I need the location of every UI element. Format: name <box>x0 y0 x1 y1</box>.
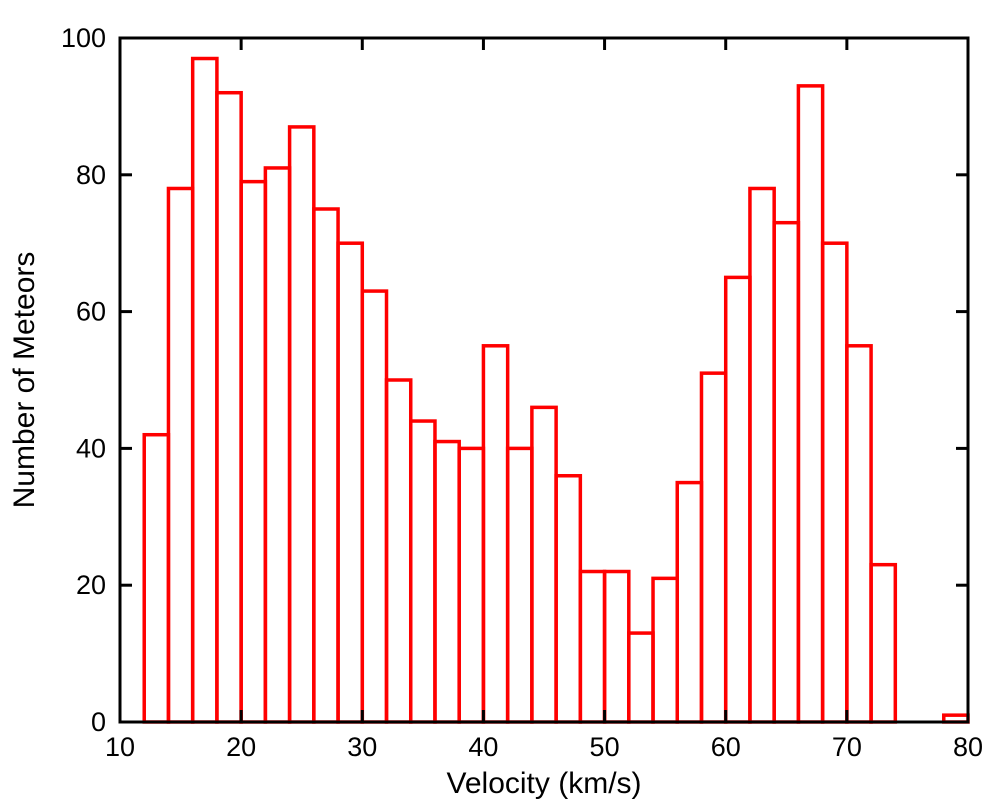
y-tick-label: 80 <box>76 160 106 190</box>
plot-frame <box>118 36 970 724</box>
x-tick-label: 50 <box>590 732 620 762</box>
histogram-bars <box>142 56 970 724</box>
histogram-bar <box>651 576 680 724</box>
histogram-bar <box>748 186 776 724</box>
histogram-bar <box>627 631 655 724</box>
histogram-bar <box>796 84 825 724</box>
histogram-bar <box>360 289 389 724</box>
histogram-bar <box>820 241 849 724</box>
histogram-bar <box>699 371 728 724</box>
histogram-bar <box>190 56 219 724</box>
histogram-bar <box>530 405 558 724</box>
y-tick-label: 100 <box>61 23 106 53</box>
histogram-bar <box>845 344 873 724</box>
histogram-bar <box>287 125 316 724</box>
histogram-bar <box>457 446 486 724</box>
x-tick-label: 20 <box>226 732 256 762</box>
histogram-bar <box>505 446 534 724</box>
y-axis-label: Number of Meteors <box>8 252 41 509</box>
histogram-bar <box>602 569 631 724</box>
y-tick-label: 20 <box>76 570 106 600</box>
histogram-bar <box>142 432 171 724</box>
x-tick-label: 30 <box>347 732 377 762</box>
x-tick-label: 40 <box>468 732 498 762</box>
axis-ticks <box>118 36 970 724</box>
x-tick-label: 70 <box>832 732 862 762</box>
histogram-bar <box>166 186 195 724</box>
histogram-bar <box>336 241 365 724</box>
histogram-bar <box>239 179 268 724</box>
histogram-bar <box>408 419 437 724</box>
x-tick-labels: 10 20 30 40 50 60 70 80 <box>105 732 983 762</box>
y-tick-labels: 0 20 40 60 80 100 <box>61 23 106 737</box>
x-tick-label: 10 <box>105 732 135 762</box>
histogram-bar <box>481 344 510 724</box>
histogram-bar <box>772 220 801 724</box>
x-tick-label: 80 <box>953 732 983 762</box>
histogram-bar <box>263 166 292 724</box>
histogram-bar <box>312 207 340 724</box>
histogram-bar <box>723 275 752 724</box>
y-tick-label: 60 <box>76 297 106 327</box>
histogram-bar <box>675 480 704 724</box>
histogram-bar <box>554 474 583 724</box>
x-axis-label: Velocity (km/s) <box>446 767 641 800</box>
x-tick-label: 60 <box>711 732 741 762</box>
y-tick-label: 0 <box>91 707 106 737</box>
histogram-bar <box>384 378 413 724</box>
y-tick-label: 40 <box>76 433 106 463</box>
histogram-bar <box>578 569 607 724</box>
histogram-bar <box>215 90 243 724</box>
histogram-bar <box>869 562 898 724</box>
histogram-bar <box>433 439 461 724</box>
